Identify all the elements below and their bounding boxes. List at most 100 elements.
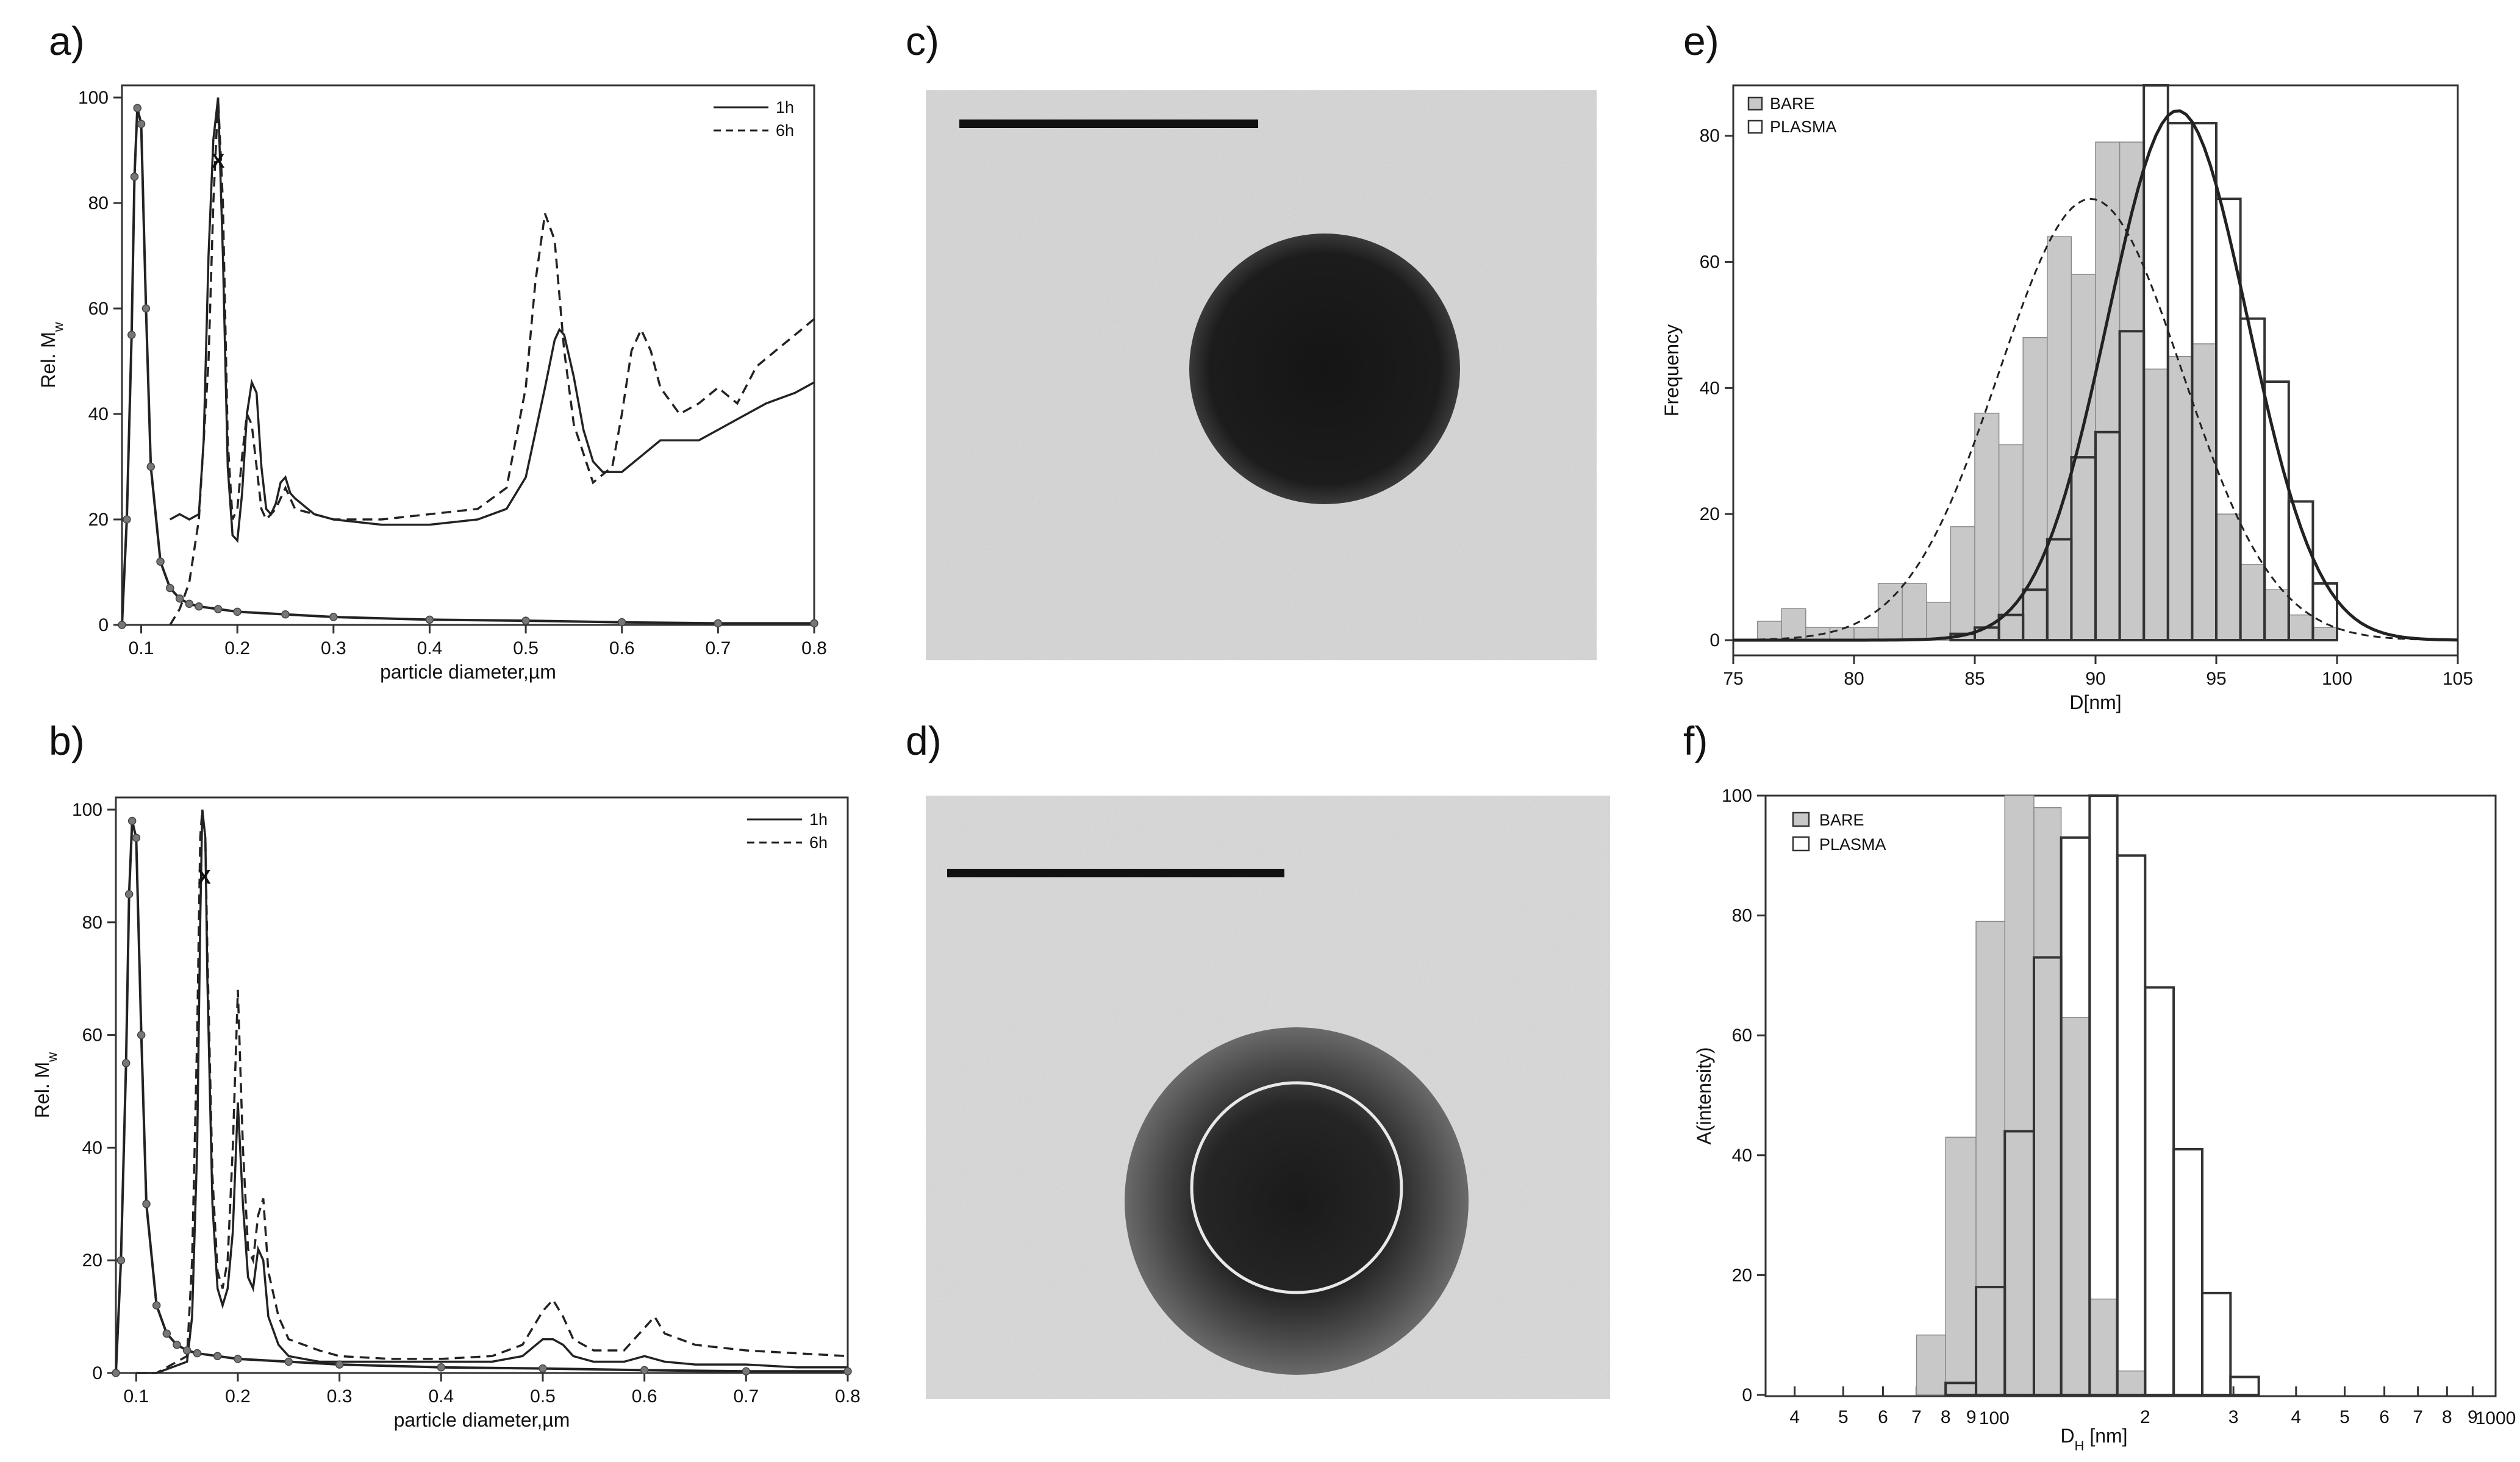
legend-swatch-plasma [1747,119,1763,134]
data-point [213,1352,222,1361]
bar-bare [2060,1016,2091,1396]
plot-frame-a [121,84,815,626]
data-point [116,1256,126,1264]
y-tick-label: 20 [88,510,109,530]
x-axis-label-subscript: H [2075,1438,2085,1453]
x-tick-label: 0.1 [123,1386,149,1407]
x-axis-label: particle diameter,µm [380,661,556,683]
data-point [742,1367,751,1375]
x-tick-label: 0.4 [417,638,443,658]
chart-a: 0.1 0.2 0.3 0.4 0.5 0.6 0.7 0.8 0 20 40 60 80 100 part… [37,84,827,683]
bar-bare [2143,368,2169,641]
data-point [234,1355,242,1363]
data-point [133,104,141,113]
data-point [521,616,530,625]
panel-label-f: f) [1683,718,1708,763]
x-tick-label: 1000 [2475,1408,2516,1428]
y-tick-label: 60 [1732,1025,1752,1046]
y-tick-label: 0 [92,1363,102,1383]
bar-plasma [2144,986,2175,1397]
x-tick-label: 9 [1966,1407,1977,1427]
x-tick-label: 9 [2468,1407,2478,1427]
particle-c [1189,234,1460,504]
bar-bare [1781,608,1806,641]
data-point [162,1329,171,1338]
x-tick-label: 85 [1964,669,1985,689]
panel-label-c: c) [906,18,939,63]
x-tick-label: 0.3 [327,1386,353,1407]
x-tick-label: 100 [2322,669,2352,689]
x-tick-label: 5 [2339,1407,2350,1427]
y-tick-label: 20 [82,1250,102,1271]
legend-label-bare: BARE [1819,811,1864,829]
x-tick-label: 75 [1723,669,1743,689]
x-tick-label: 2 [2140,1407,2150,1427]
y-tick-label: 0 [1709,630,1720,651]
legend-swatch-bare [1792,811,1810,827]
y-tick-label: 60 [82,1025,102,1046]
data-point [132,833,141,842]
data-point [137,119,146,128]
x-tick-label: 0.3 [321,638,346,658]
x-tick-label: 0.1 [129,638,154,658]
y-tick-label: 100 [1722,786,1752,806]
bar-plasma [2287,500,2314,641]
scale-bar-c [959,119,1258,128]
fit-curve-1 [1733,198,2458,641]
bar-bare [2312,627,2338,641]
legend-label-plasma: PLASMA [1770,118,1837,136]
y-tick-label: 60 [88,299,109,319]
x-axis-label-unit: [nm] [2084,1425,2127,1447]
y-tick-label: 100 [72,800,102,820]
series-line-baseline [115,821,848,1374]
y-axis-label: Rel. Mw [31,1052,60,1118]
data-point [329,613,338,621]
scale-bar-d [947,869,1284,877]
data-point [152,1301,161,1310]
y-axis-label-subscript: w [45,1052,60,1063]
bar-bare [2264,589,2289,641]
bar-bare [1916,1334,1946,1396]
bar-bare [1945,1136,1977,1396]
data-point [112,1369,120,1377]
bar-bare [2089,1298,2118,1396]
tem-image-d [926,796,1610,1399]
y-axis-label: A(intensity) [1693,1047,1715,1144]
data-point [617,618,626,627]
x-tick-label: 4 [2291,1407,2301,1427]
bar-bare [2004,795,2035,1396]
bar-bare [2288,614,2314,641]
y-tick-label: 40 [82,1138,102,1158]
x-tick-label: 3 [2228,1407,2239,1427]
x-tick-label: 0.6 [632,1386,657,1407]
bar-bare [1926,602,1952,641]
x-tick-label: 0.5 [513,638,539,658]
chart-b: 0.1 0.2 0.3 0.4 0.5 0.6 0.7 0.8 0 20 40 60 80 100 part… [31,796,861,1431]
bar-bare [2022,337,2048,641]
y-tick-label: 40 [88,404,109,424]
legend-label-1h: 1h [809,810,828,829]
x-axis-label: DH [nm] [2060,1425,2127,1453]
legend-label-1h: 1h [776,98,794,116]
peak-marker: X [212,150,225,172]
plot-frame-b [115,796,849,1374]
panel-label-e: e) [1683,18,1719,63]
y-tick-label: 80 [1700,126,1720,146]
bar-bare [2216,513,2241,641]
panel-label-a: a) [49,18,85,63]
data-point [640,1366,649,1375]
data-point [425,615,434,624]
fit-curve-2 [1733,109,2458,642]
bar-bare [1902,583,1927,641]
y-axis-label: Frequency [1661,324,1683,416]
series-line-1h [169,97,815,543]
x-tick-label: 8 [2442,1407,2452,1427]
x-tick-label: 5 [1838,1407,1849,1427]
data-point [182,1346,192,1355]
y-tick-label: 40 [1700,378,1720,398]
data-point [127,816,137,825]
particle-d [1125,1027,1469,1375]
bar-bare [2047,236,2072,641]
data-point [142,1200,151,1208]
